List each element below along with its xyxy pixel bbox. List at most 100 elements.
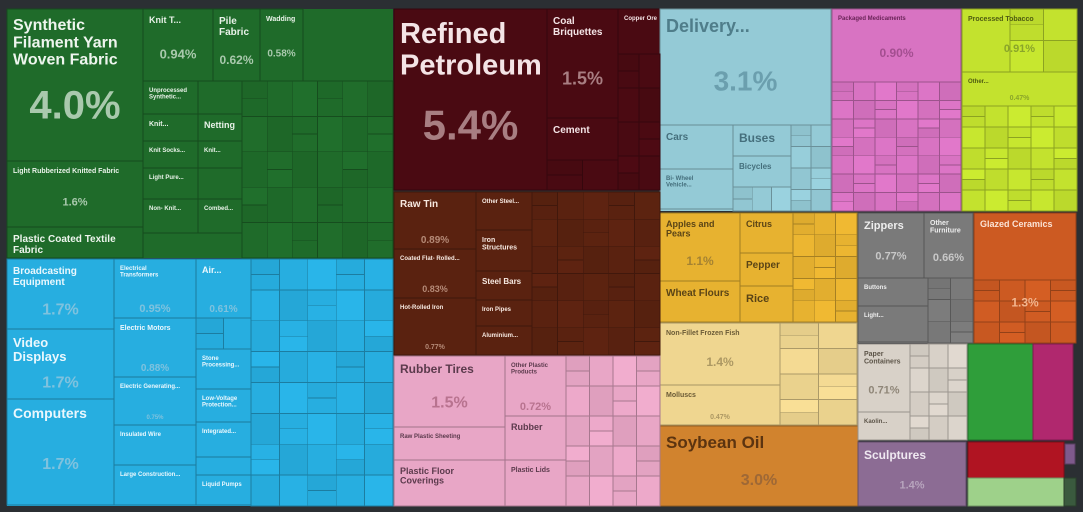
tile-citrus[interactable]	[739, 212, 794, 254]
subproduct-tile	[317, 80, 344, 100]
subproduct-tile	[636, 355, 661, 372]
tile-bicycles[interactable]	[732, 155, 792, 188]
subproduct-tile	[790, 167, 812, 190]
tile-light-pure[interactable]	[142, 167, 199, 200]
tile-label-zippers: Zippers	[864, 220, 904, 232]
tile-stone-processing[interactable]	[195, 348, 252, 390]
tile-steel-bars[interactable]	[475, 270, 533, 301]
subproduct-tile	[531, 327, 559, 356]
tile-liquid-pumps[interactable]	[195, 474, 252, 506]
subproduct-tile	[896, 146, 919, 157]
subproduct-tile	[364, 289, 394, 322]
tile-insulated-wire[interactable]	[113, 424, 197, 466]
tile-label-citrus: Citrus	[746, 219, 772, 229]
tile-label-knit-socks: Knit Socks...	[149, 148, 185, 154]
tile-computers[interactable]	[6, 398, 115, 506]
tile-electric-generating[interactable]	[113, 376, 197, 426]
subproduct-tile	[367, 186, 394, 223]
tile-zippers[interactable]	[857, 212, 925, 279]
tile-low-voltage-protection[interactable]	[195, 388, 252, 423]
tile-label-light-rubberized-knitted-fabric: Light Rubberized Knitted Fabric	[13, 168, 119, 175]
tile-packaged-medicaments[interactable]	[831, 8, 962, 83]
tile-label-air: Air...	[202, 265, 222, 275]
tile-large-construction[interactable]	[113, 464, 197, 506]
tile-knit-socks[interactable]	[142, 140, 199, 169]
tile-other-steel[interactable]	[475, 191, 533, 231]
tile-knit[interactable]	[197, 140, 243, 169]
tile-iron-structures[interactable]	[475, 229, 533, 272]
subproduct-tile	[874, 155, 897, 166]
subproduct-tile	[557, 327, 584, 342]
tile-unprocessed-synthetic[interactable]	[142, 80, 199, 115]
tile-coal-briquettes[interactable]	[546, 8, 619, 119]
tile-light-rubberized-knitted-fabric[interactable]	[6, 160, 144, 228]
subproduct-tile	[278, 289, 309, 322]
tile-non-fillet-frozen-fish[interactable]	[659, 322, 781, 386]
subproduct-tile	[999, 332, 1026, 344]
tile-sculptures[interactable]	[857, 441, 967, 507]
subproduct-tile	[364, 320, 394, 337]
tile-value-zippers: 0.77%	[875, 250, 906, 262]
subproduct-tile	[999, 321, 1026, 333]
tile-wheat-flours[interactable]	[659, 280, 741, 323]
tile-raw-plastic-sheeting[interactable]	[393, 426, 506, 461]
subproduct-tile	[335, 258, 366, 275]
subproduct-tile	[1050, 300, 1077, 323]
subproduct-tile	[810, 146, 832, 169]
tile-integrated[interactable]	[195, 421, 252, 458]
tile-label-copper-ore: Copper Ore	[624, 16, 658, 22]
subproduct-tile	[636, 415, 661, 447]
tile-value-sculptures: 1.4%	[899, 479, 924, 491]
subproduct-tile	[266, 80, 293, 117]
tile-electric-motors[interactable]	[113, 317, 197, 378]
tile-plastic-coated-textile-fabric[interactable]	[6, 226, 144, 259]
subproduct-tile	[1043, 8, 1078, 41]
subproduct-tile	[342, 222, 369, 259]
tile-label-other: Other...	[968, 79, 989, 85]
subproduct-tile	[307, 490, 337, 507]
subproduct-tile	[307, 304, 337, 322]
tile-combed[interactable]	[197, 198, 243, 234]
tile-other-furniture[interactable]	[923, 212, 974, 279]
subproduct-tile	[874, 81, 897, 101]
tile-value-processed-tobacco: 0.91%	[1004, 43, 1035, 55]
subproduct-tile	[792, 223, 815, 236]
tile-kaolin[interactable]	[857, 411, 911, 441]
tile-broadcasting-equipment[interactable]	[6, 258, 115, 330]
subproduct-tile	[947, 343, 968, 369]
tile-aluminium[interactable]	[475, 325, 533, 356]
tile-refined-petroleum[interactable]	[393, 8, 548, 191]
subproduct-tile	[950, 277, 974, 301]
tile-other-plastic-products[interactable]	[504, 355, 567, 417]
tile-plastic-floor-coverings[interactable]	[393, 459, 506, 507]
subproduct-tile	[831, 146, 854, 157]
subproduct-tile	[250, 289, 280, 322]
subproduct-tile	[317, 186, 344, 206]
tile-rice[interactable]	[739, 285, 794, 323]
tile-electrical-transformers[interactable]	[113, 258, 197, 319]
subproduct-tile	[818, 348, 858, 375]
subproduct-tile	[896, 173, 919, 193]
tile-copper-ore[interactable]	[617, 8, 661, 55]
tile-cement[interactable]	[546, 117, 619, 161]
tile-label-plastic-coated-textile-fabric: Plastic Coated Textile Fabric	[13, 234, 116, 256]
tile-soybean-oil[interactable]	[659, 425, 859, 507]
tile-wadding[interactable]	[259, 8, 304, 82]
tile-delivery-trucks[interactable]	[659, 8, 832, 126]
subproduct-tile	[531, 273, 559, 288]
tile-non-knit[interactable]	[142, 198, 199, 234]
tile-knit[interactable]	[142, 113, 199, 142]
tile-hot-rolled-iron[interactable]	[393, 297, 477, 356]
tile-knit-t-shirts[interactable]	[142, 8, 214, 82]
subproduct-tile	[947, 415, 968, 441]
tile-bi-wheel-vehicle[interactable]	[659, 168, 734, 210]
tile-iron-pipes[interactable]	[475, 299, 533, 327]
tile-netting[interactable]	[197, 113, 243, 142]
subproduct-tile	[874, 173, 897, 193]
tile-air[interactable]	[195, 258, 252, 319]
tile-light[interactable]	[857, 305, 929, 343]
tile-synthetic-filament-yarn-woven-fabric[interactable]	[6, 8, 144, 162]
tile-label-rubber: Rubber	[511, 422, 543, 432]
subproduct-tile	[612, 445, 637, 477]
tile-buttons[interactable]	[857, 277, 929, 307]
